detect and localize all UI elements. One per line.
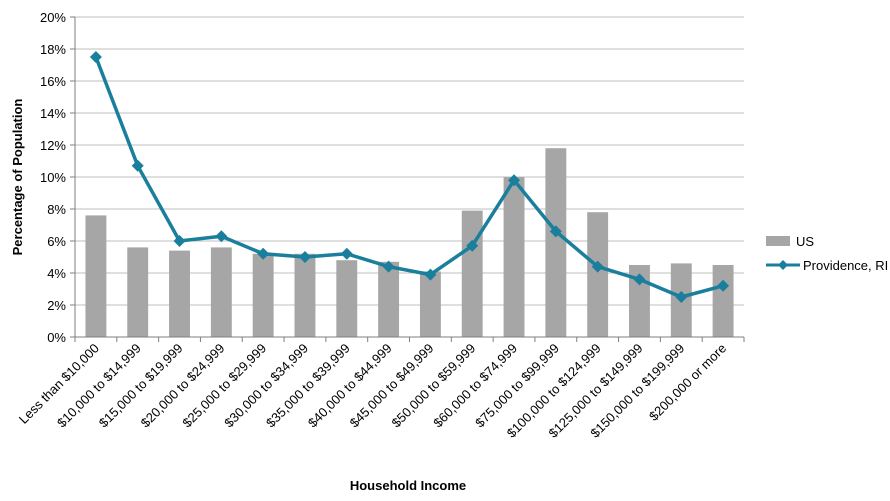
providence-point <box>549 225 562 238</box>
providence-point <box>717 279 730 292</box>
legend-label-us: US <box>796 234 814 249</box>
providence-point <box>633 273 646 286</box>
providence-point <box>131 159 144 172</box>
us-bar <box>85 215 107 337</box>
legend-swatch-us <box>766 236 790 246</box>
providence-point <box>340 247 353 260</box>
us-bar <box>294 253 316 337</box>
us-bar <box>336 260 358 337</box>
y-tick-label: 10% <box>40 170 66 185</box>
providence-line <box>89 51 730 303</box>
us-bar <box>210 247 232 337</box>
y-tick-label: 14% <box>40 106 66 121</box>
us-bar <box>127 247 149 337</box>
us-bar <box>252 253 274 337</box>
us-bar <box>587 212 609 337</box>
us-bars <box>85 148 734 337</box>
x-tick-label: $200,000 or more <box>646 341 729 424</box>
providence-point <box>675 291 688 303</box>
y-axis-ticks: 0% 2% 4% 6% 8% 10% 12% 14% 16% 18% 20% <box>40 10 75 345</box>
y-tick-label: 4% <box>47 266 66 281</box>
legend: US Providence, RI <box>766 234 888 273</box>
us-bar <box>169 250 190 337</box>
providence-point <box>215 230 228 243</box>
providence-point <box>257 247 270 260</box>
providence-point <box>298 251 311 263</box>
us-bar <box>378 261 400 337</box>
y-tick-label: 16% <box>40 74 66 89</box>
providence-point <box>382 260 395 273</box>
x-axis-ticks: Less than $10,000$10,000 to $14,999$15,0… <box>16 337 745 441</box>
legend-label-providence: Providence, RI <box>803 258 888 273</box>
providence-point <box>466 239 479 252</box>
providence-point <box>508 174 521 187</box>
y-tick-label: 20% <box>40 10 66 25</box>
us-bar <box>503 177 525 337</box>
us-bar <box>419 271 441 337</box>
x-axis-title: Household Income <box>350 478 466 493</box>
y-tick-label: 6% <box>47 234 66 249</box>
providence-point <box>424 268 437 281</box>
y-tick-label: 0% <box>47 330 66 345</box>
y-tick-label: 8% <box>47 202 66 217</box>
us-bar <box>461 210 483 337</box>
y-tick-label: 2% <box>47 298 66 313</box>
providence-point <box>173 235 186 247</box>
y-tick-label: 18% <box>40 42 66 57</box>
providence-point <box>89 51 102 63</box>
providence-point <box>591 260 604 273</box>
us-bar <box>712 265 734 337</box>
us-bar <box>545 148 567 337</box>
y-axis-title: Percentage of Population <box>10 99 25 256</box>
providence-series-line <box>94 56 724 299</box>
y-tick-label: 12% <box>40 138 66 153</box>
legend-marker-providence <box>778 260 788 270</box>
